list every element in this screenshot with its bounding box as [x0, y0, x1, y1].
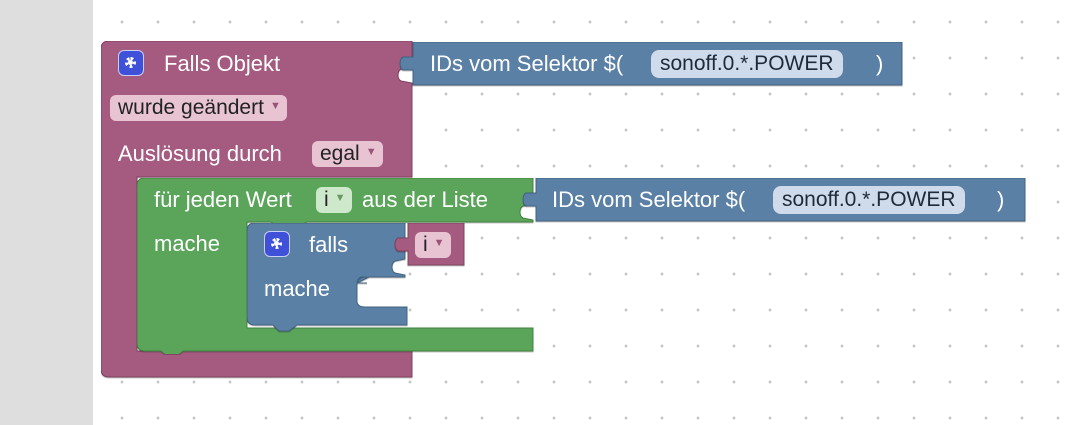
- foreach-do-label: mache: [154, 231, 221, 256]
- event-block-shape[interactable]: [101, 41, 416, 379]
- toolbox-panel[interactable]: [0, 0, 93, 425]
- trigger-source-dropdown[interactable]: egal ▼: [312, 141, 383, 167]
- foreach-label: für jeden Wert: [154, 187, 292, 212]
- foreach-list-label: aus der Liste: [362, 187, 488, 212]
- foreach-block-shape[interactable]: [137, 178, 537, 354]
- selector-inner-label: IDs vom Selektor $(: [552, 187, 746, 212]
- if-label: falls: [309, 232, 349, 257]
- dropdown-arrow-icon: ▼: [433, 237, 445, 250]
- gear-icon[interactable]: [264, 231, 290, 257]
- variable-value: i: [423, 233, 428, 256]
- trigger-dropdown-value: wurde geändert: [118, 96, 264, 119]
- trigger-source-label: Auslösung durch: [118, 141, 282, 166]
- trigger-dropdown[interactable]: wurde geändert ▼: [110, 95, 287, 121]
- trigger-source-value: egal: [320, 142, 360, 165]
- dropdown-arrow-icon: ▼: [334, 192, 346, 205]
- variable-dropdown[interactable]: i ▼: [415, 232, 451, 258]
- selector-inner-close: ): [997, 187, 1005, 212]
- gear-icon[interactable]: [118, 50, 144, 76]
- if-do-label: mache: [264, 276, 331, 301]
- foreach-var-dropdown[interactable]: i ▼: [316, 187, 352, 213]
- event-title: Falls Objekt: [164, 51, 281, 76]
- dropdown-arrow-icon: ▼: [269, 100, 281, 113]
- selector-top-label: IDs vom Selektor $(: [430, 51, 624, 76]
- selector-inner-field[interactable]: sonoff.0.*.POWER: [773, 186, 965, 214]
- dropdown-arrow-icon: ▼: [365, 146, 377, 159]
- selector-top-close: ): [876, 51, 884, 76]
- foreach-var-value: i: [324, 188, 329, 211]
- selector-top-field[interactable]: sonoff.0.*.POWER: [651, 50, 843, 78]
